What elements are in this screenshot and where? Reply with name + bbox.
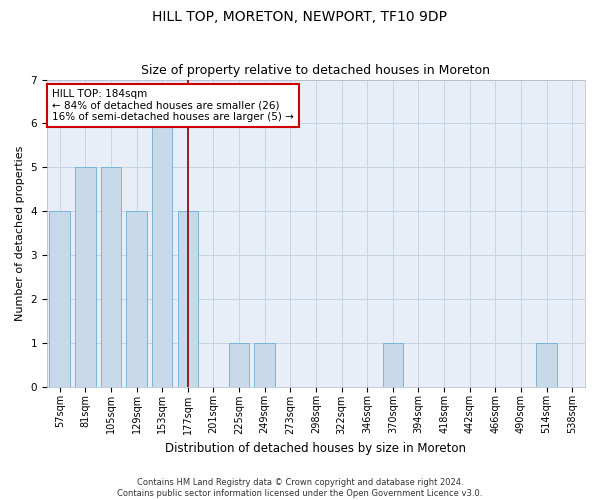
Text: Contains HM Land Registry data © Crown copyright and database right 2024.
Contai: Contains HM Land Registry data © Crown c… — [118, 478, 482, 498]
Bar — [254, 342, 275, 386]
Bar — [75, 168, 95, 386]
Y-axis label: Number of detached properties: Number of detached properties — [15, 146, 25, 320]
Bar — [229, 342, 250, 386]
Bar — [383, 342, 403, 386]
Bar — [152, 124, 172, 386]
Bar — [178, 211, 198, 386]
Text: HILL TOP, MORETON, NEWPORT, TF10 9DP: HILL TOP, MORETON, NEWPORT, TF10 9DP — [152, 10, 448, 24]
Title: Size of property relative to detached houses in Moreton: Size of property relative to detached ho… — [142, 64, 490, 77]
Bar — [127, 211, 147, 386]
Bar — [49, 211, 70, 386]
X-axis label: Distribution of detached houses by size in Moreton: Distribution of detached houses by size … — [166, 442, 466, 455]
Bar — [101, 168, 121, 386]
Text: HILL TOP: 184sqm
← 84% of detached houses are smaller (26)
16% of semi-detached : HILL TOP: 184sqm ← 84% of detached house… — [52, 89, 294, 122]
Bar — [536, 342, 557, 386]
